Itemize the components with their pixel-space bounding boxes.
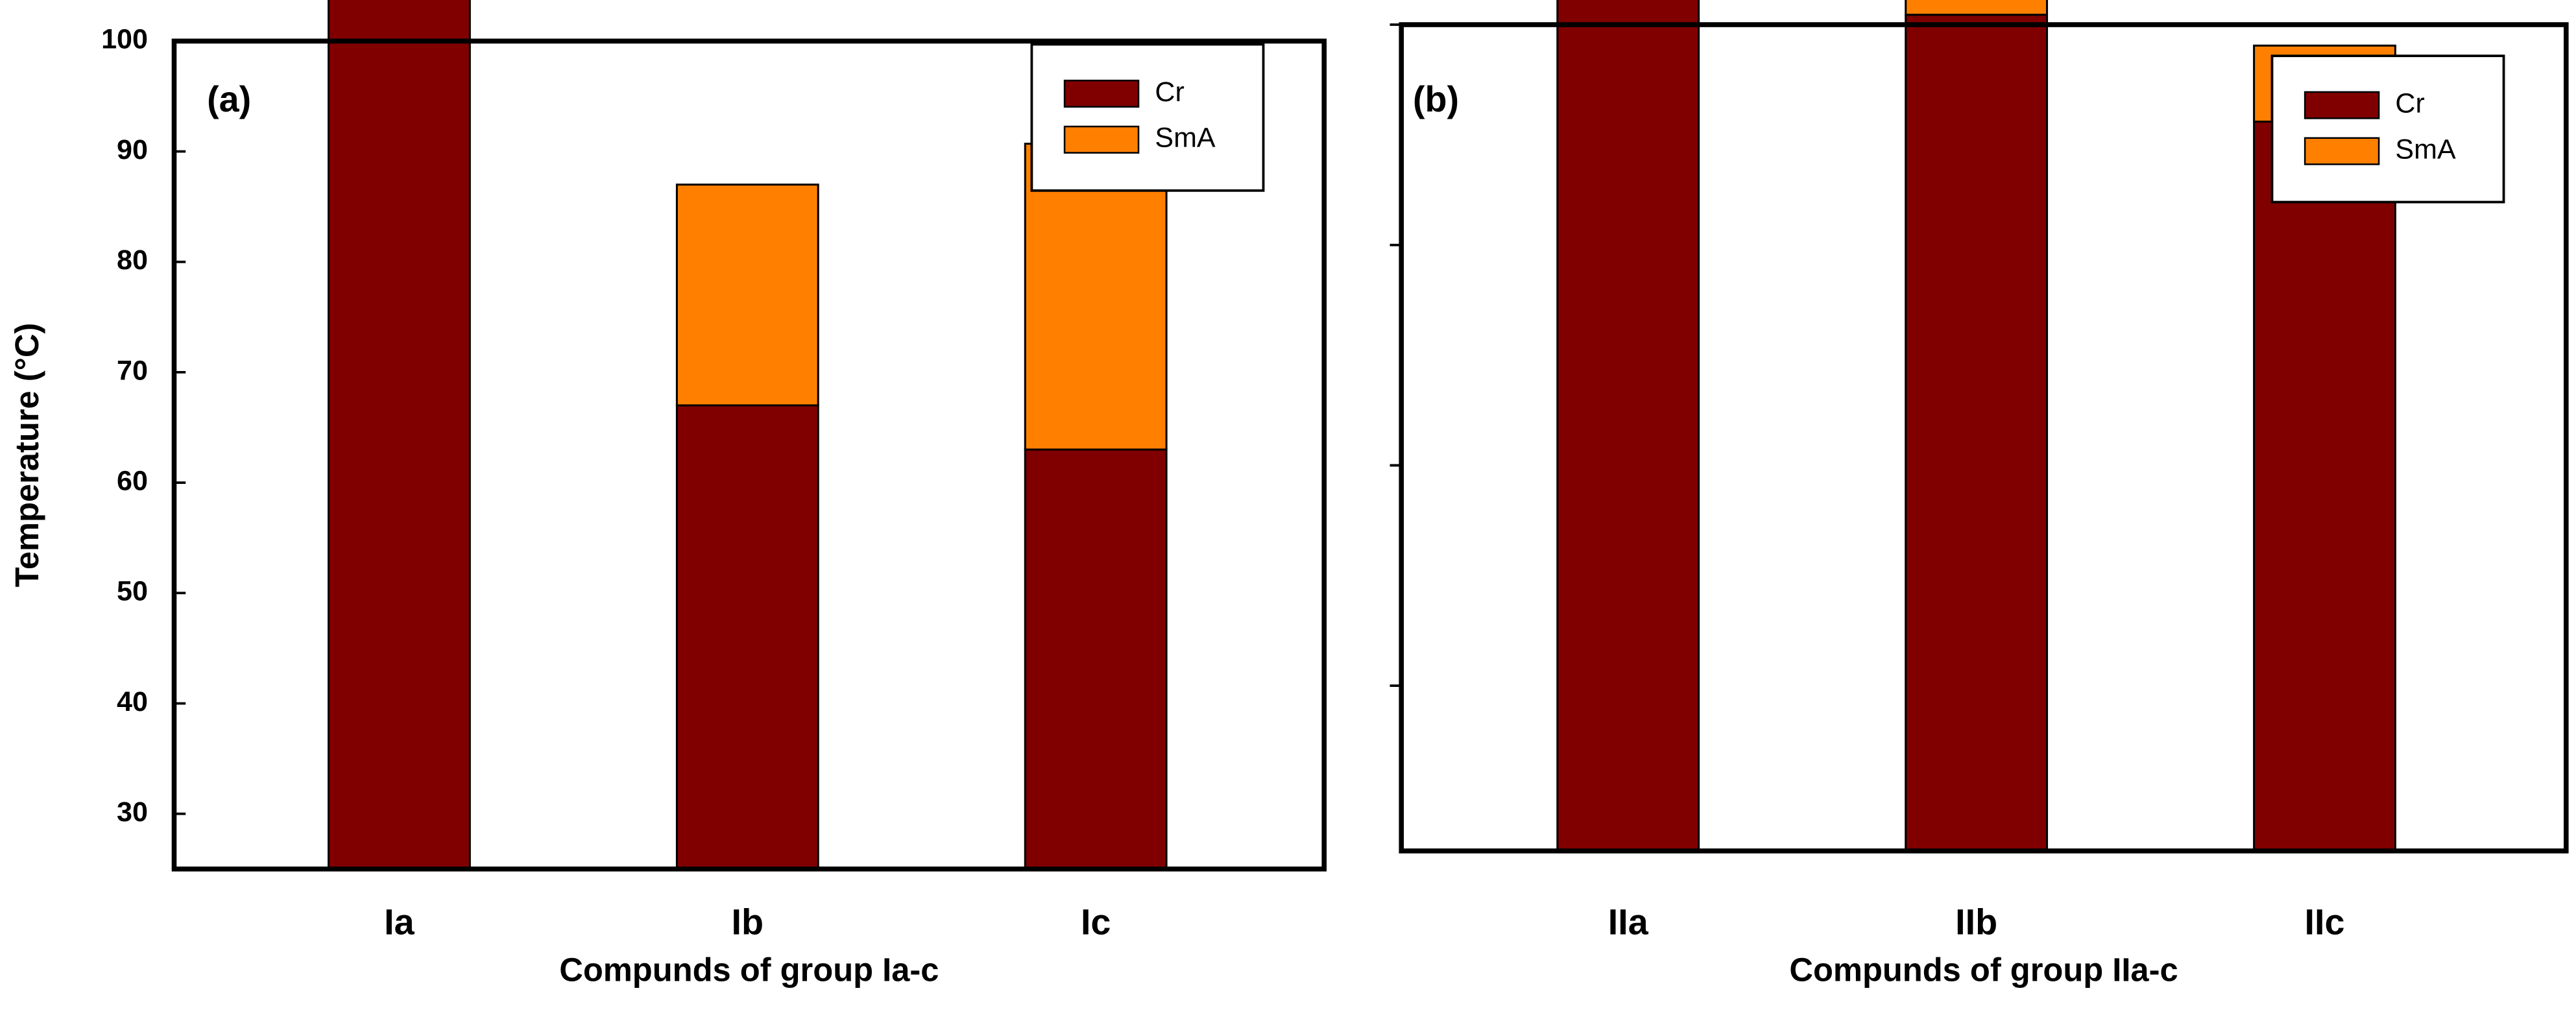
x-tick-label: IIa (1608, 902, 1649, 942)
x-axis-label: Compunds of group Ia-c (559, 952, 939, 989)
x-tick-label: Ib (732, 902, 764, 942)
legend-swatch (1063, 79, 1140, 108)
panel-label: (b) (1413, 79, 1459, 119)
bar-segment (2253, 120, 2396, 852)
x-tick-label: IIc (2305, 902, 2345, 942)
bar-segment (327, 0, 471, 870)
legend-label: Cr (1155, 77, 1184, 108)
legend-swatch (1063, 125, 1140, 154)
bar-segment (675, 184, 819, 407)
x-tick-label: IIb (1955, 902, 1997, 942)
bar-segment (1905, 14, 2049, 852)
y-tick-label: 70 (117, 355, 148, 386)
x-tick-label: Ic (1081, 902, 1111, 942)
x-axis-label: Compunds of group IIa-c (1789, 952, 2178, 989)
bar-segment (1024, 448, 1168, 870)
legend-label: SmA (2395, 134, 2456, 165)
bar-segment (1024, 143, 1168, 451)
bar-segment (1905, 0, 2049, 16)
legend-label: SmA (1155, 123, 1216, 154)
panel-label: (a) (207, 79, 251, 119)
legend-swatch (2304, 91, 2380, 119)
y-tick-label: 100 (101, 24, 148, 55)
legend-box (1030, 43, 1265, 192)
legend-label: Cr (2395, 88, 2424, 119)
y-tick-label: 30 (117, 797, 148, 828)
y-axis-label: Temperature (°C) (8, 323, 45, 588)
bar-segment (675, 404, 819, 870)
plot-frame (171, 38, 1327, 872)
y-tick-label: 40 (117, 686, 148, 717)
x-tick-label: Ia (384, 902, 415, 942)
legend-box (2270, 54, 2505, 204)
legend-swatch (2304, 137, 2380, 165)
bar-segment (1556, 0, 1700, 852)
y-tick-label: 60 (117, 465, 148, 496)
y-tick-label: 80 (117, 245, 148, 276)
y-tick-label: 90 (117, 134, 148, 165)
y-tick-label: 50 (117, 576, 148, 607)
plot-frame (1399, 22, 2569, 854)
